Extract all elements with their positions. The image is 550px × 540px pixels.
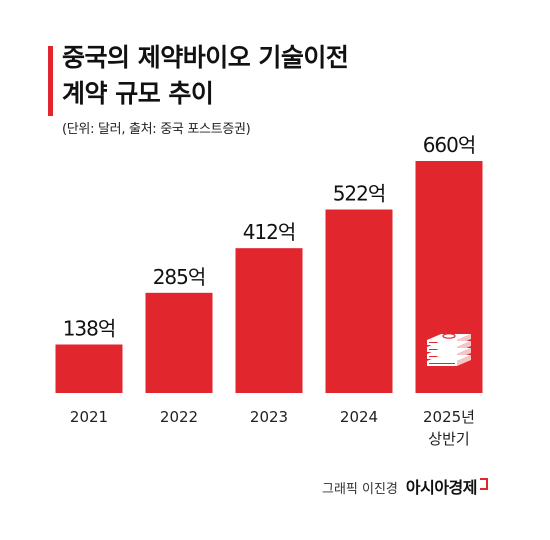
title-accent-bar bbox=[48, 46, 53, 116]
footer: 그래픽 이진경 아시아경제 bbox=[322, 474, 488, 498]
bar-1 bbox=[145, 292, 213, 393]
category-label-4-line-0: 2025년 bbox=[423, 408, 475, 426]
category-label-3: 2024 bbox=[340, 408, 378, 426]
logo-mark-icon bbox=[480, 478, 488, 490]
category-label-0: 2021 bbox=[70, 408, 108, 426]
bar-2 bbox=[235, 248, 303, 393]
category-label-1: 2022 bbox=[160, 408, 198, 426]
value-label-2: 412억 bbox=[243, 220, 296, 244]
chart-title: 중국의 제약바이오 기술이전 계약 규모 추이 bbox=[62, 40, 349, 112]
graphic-credit: 그래픽 이진경 bbox=[321, 482, 398, 497]
title-line-1: 중국의 제약바이오 기술이전 bbox=[62, 43, 349, 72]
value-label-1: 285억 bbox=[153, 265, 206, 289]
money-stack-icon bbox=[427, 333, 471, 366]
category-label-2: 2023 bbox=[250, 408, 288, 426]
category-label-4-line-1: 상반기 bbox=[428, 430, 469, 448]
publisher-logo: 아시아경제 bbox=[406, 474, 488, 498]
title-line-2: 계약 규모 추이 bbox=[62, 79, 214, 108]
bar-3 bbox=[325, 209, 393, 393]
value-label-3: 522억 bbox=[333, 182, 386, 206]
value-label-4: 660억 bbox=[423, 133, 476, 157]
bar-0 bbox=[55, 344, 123, 393]
publisher-logo-text: 아시아경제 bbox=[405, 478, 478, 497]
chart-subtitle: (단위: 달러, 출처: 중국 포스트증권) bbox=[62, 122, 251, 137]
value-label-0: 138억 bbox=[63, 316, 116, 340]
